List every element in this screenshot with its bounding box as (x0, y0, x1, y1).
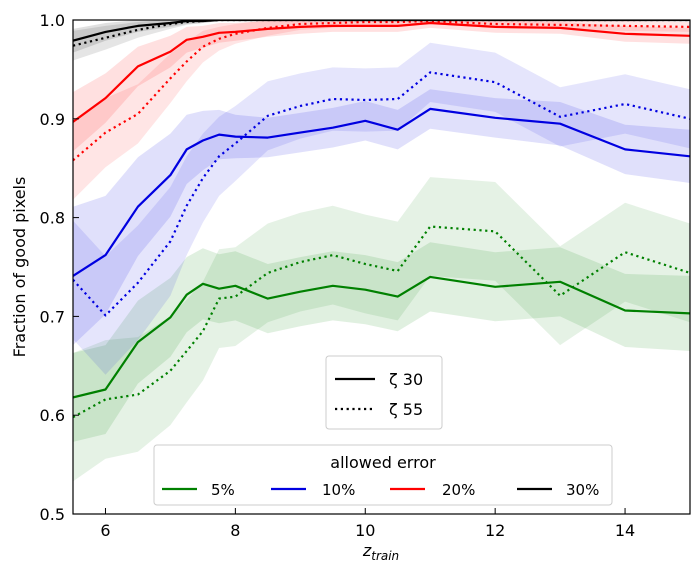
legend-error-label-20: 20% (442, 481, 475, 499)
series-10pct-zeta30-line (73, 107, 690, 277)
series-30pct-zeta55-line (73, 20, 690, 47)
legend-zeta: ζ 30 ζ 55 (325, 355, 443, 430)
x-axis-label: ztrain (362, 541, 399, 563)
legend-error-title: allowed error (330, 453, 436, 472)
x-tick-label-12: 12 (485, 521, 505, 540)
legend-zeta-solid-label: ζ 30 (389, 370, 423, 389)
series-5pct-zeta55-band (73, 177, 690, 482)
legend-zeta-dotted-label: ζ 55 (389, 400, 423, 419)
legend-error-label-10: 10% (322, 481, 355, 499)
y-tick-label-0.8: 0.8 (40, 209, 65, 228)
series-30pct-zeta30-line (73, 20, 690, 42)
legend-error-label-5: 5% (211, 481, 235, 499)
series-10pct-zeta30-band (73, 89, 690, 346)
y-tick-label-0.9: 0.9 (40, 110, 65, 129)
plot-frame (72, 19, 691, 515)
y-tick-label-1: 1.0 (40, 11, 65, 30)
series-5pct-zeta30-band (73, 242, 690, 442)
series-5pct-zeta30-line (73, 275, 690, 399)
axis-ticks: 6 8 10 12 14 0.5 0.6 0.7 0.8 0.9 1.0 (40, 11, 636, 540)
x-tick-label-8: 8 (230, 521, 240, 540)
y-tick-label-0.7: 0.7 (40, 307, 65, 326)
series-30pct-zeta55-band (73, 20, 690, 61)
y-axis-label: Fraction of good pixels (10, 177, 29, 358)
legend-error: allowed error 5% 10% 20% 30% (153, 444, 613, 506)
legend-zeta-frame (325, 355, 443, 430)
legend-error-label-30: 30% (566, 481, 599, 499)
series-10pct-zeta55-line (73, 71, 690, 317)
y-tick-label-0.6: 0.6 (40, 406, 65, 425)
x-tick-label-6: 6 (100, 521, 110, 540)
x-tick-label-14: 14 (615, 521, 635, 540)
legend-error-frame (153, 444, 613, 506)
series-30pct-zeta30-band (73, 20, 690, 53)
series-10pct-zeta55-band (73, 42, 690, 375)
series-20pct-zeta30-line (73, 21, 690, 123)
series-5pct-zeta55-line (73, 225, 690, 419)
series-lines (73, 20, 690, 419)
x-tick-label-10: 10 (355, 521, 375, 540)
y-tick-label-0.5: 0.5 (40, 505, 65, 524)
